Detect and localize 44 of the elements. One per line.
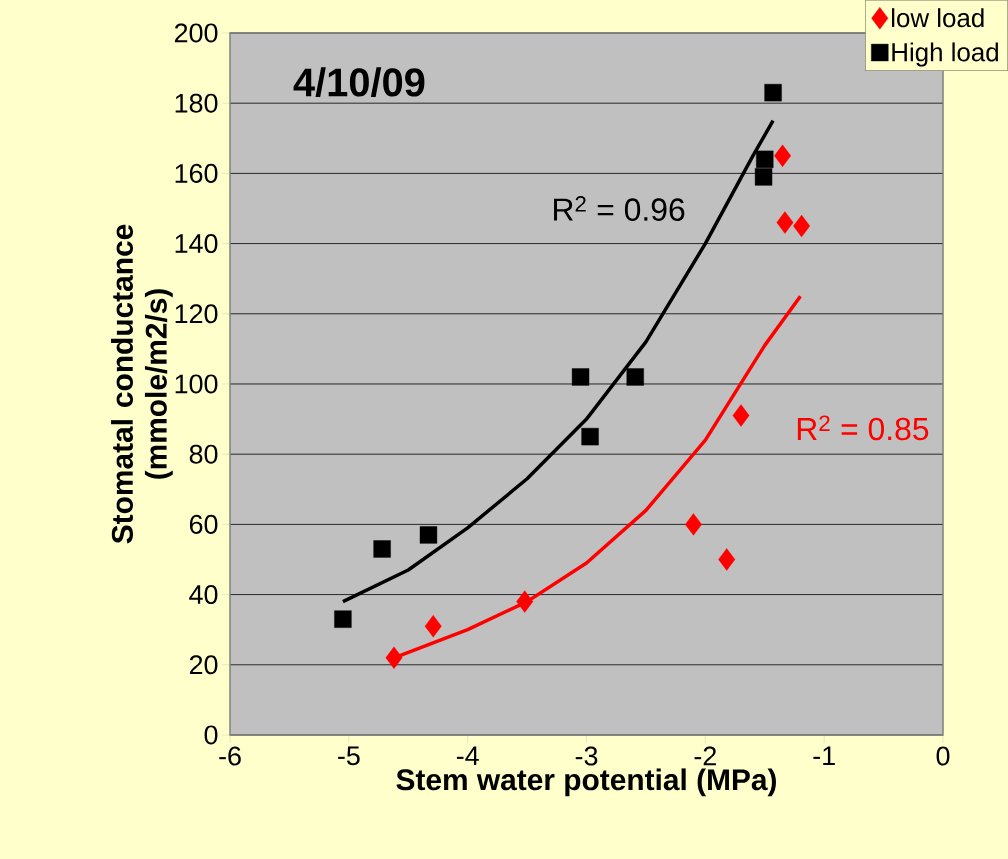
point [718,548,736,571]
x-tick-label: -6 [219,746,241,766]
point [373,540,391,558]
point [764,83,782,102]
point [756,150,774,169]
point [626,368,644,386]
x-tick-label: -4 [456,746,479,766]
y-tick-label: 100 [175,374,218,394]
y-tick-label: 180 [175,93,218,113]
y-tick-label: 160 [175,163,218,183]
point [776,211,794,234]
annotation: R$^{2}$ = 0.85 [797,415,929,441]
point [732,404,750,427]
y-tick-label: 120 [175,304,218,324]
point [385,646,403,669]
point [754,168,773,186]
y-tick-label: 40 [189,585,218,605]
y-tick-label: 20 [189,655,218,675]
line-series [341,118,775,604]
point [685,513,702,536]
x-tick-label: 0 [936,746,950,766]
point [581,427,599,446]
point [571,368,590,386]
y-tick-label: 140 [175,234,218,254]
x-tick-label: -2 [694,746,716,766]
y-axis-title: Stomatal conductance (mmole/m2/s) [111,224,173,544]
point [793,214,811,238]
x-tick-label: -3 [575,746,598,766]
text: 4/10/09 [293,67,425,97]
x-axis-title: Stem water potential (MPa) [396,768,776,797]
y-tick-label: 80 [189,444,218,464]
point [424,615,442,638]
point [419,526,438,544]
x-tick-label: -1 [813,746,835,766]
y-tick-label: 60 [189,514,218,534]
annotation: R$^{2}$ = 0.96 [554,196,685,221]
point [774,144,791,167]
legend-label: low load [892,8,984,28]
y-tick-label: 200 [174,23,218,43]
x-tick-label: -5 [338,746,360,766]
y-tick-label: 0 [204,725,218,745]
point [334,610,352,628]
point [516,590,534,613]
legend-label: High load [892,42,998,67]
